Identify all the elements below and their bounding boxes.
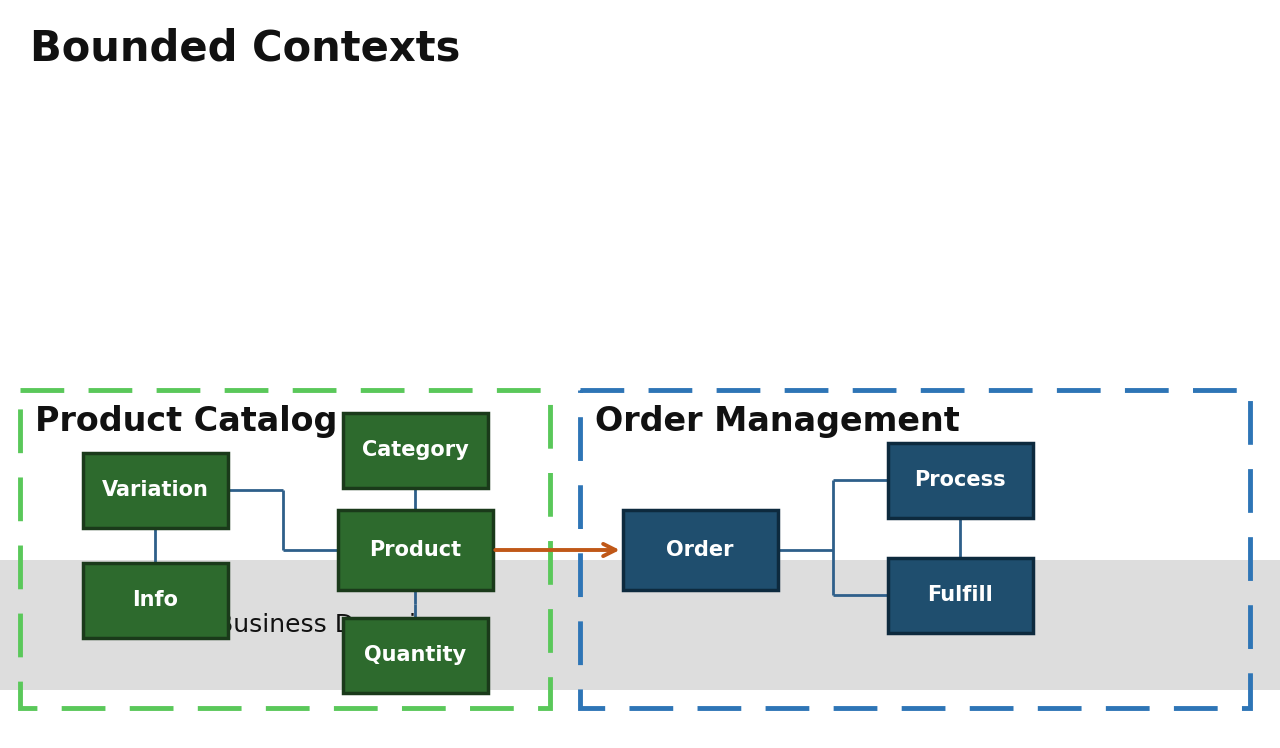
FancyBboxPatch shape: [343, 618, 488, 693]
Text: Business Domains: Business Domains: [215, 613, 444, 637]
FancyBboxPatch shape: [0, 560, 1280, 690]
FancyBboxPatch shape: [343, 412, 488, 488]
Text: Info: Info: [132, 590, 178, 610]
Text: Fulfill: Fulfill: [927, 585, 993, 605]
FancyBboxPatch shape: [82, 453, 228, 527]
Text: Bounded Contexts: Bounded Contexts: [29, 27, 461, 69]
Text: Order: Order: [667, 540, 733, 560]
Text: Quantity: Quantity: [364, 645, 466, 665]
FancyBboxPatch shape: [887, 557, 1033, 633]
Text: Variation: Variation: [101, 480, 209, 500]
FancyBboxPatch shape: [338, 510, 493, 590]
FancyBboxPatch shape: [887, 443, 1033, 518]
Text: Product: Product: [369, 540, 461, 560]
Text: Order Management: Order Management: [595, 405, 960, 438]
Text: Process: Process: [914, 470, 1006, 490]
FancyBboxPatch shape: [622, 510, 777, 590]
Text: Category: Category: [362, 440, 468, 460]
FancyBboxPatch shape: [82, 562, 228, 637]
Text: Product Catalog: Product Catalog: [35, 405, 338, 438]
